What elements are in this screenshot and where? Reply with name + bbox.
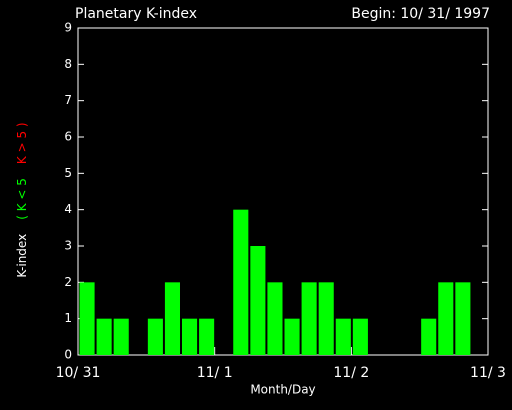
bar [301, 282, 317, 355]
bar [164, 282, 180, 355]
chart-title: Planetary K-index [75, 6, 197, 22]
y-tick-label: 2 [64, 275, 72, 289]
bar [113, 318, 129, 355]
bar [318, 282, 334, 355]
bar [199, 318, 215, 355]
y-tick-label: 1 [64, 311, 72, 325]
y-tick-label: 8 [64, 57, 72, 71]
bar [438, 282, 454, 355]
legend-low: ( K < 5 [15, 178, 29, 220]
bar [352, 318, 368, 355]
legend-high: K > 5 ) [15, 122, 29, 164]
bar [284, 318, 300, 355]
x-tick-label: 10/ 31 [56, 365, 101, 381]
y-tick-label: 0 [64, 348, 72, 362]
y-tick-label: 6 [64, 130, 72, 144]
x-tick-label: 11/ 3 [470, 365, 506, 381]
y-tick-label: 5 [64, 166, 72, 180]
x-tick-label: 11/ 2 [333, 365, 369, 381]
y-tick-label: 7 [64, 93, 72, 107]
y-tick-label: 9 [64, 21, 72, 35]
bar [455, 282, 471, 355]
bar [233, 209, 249, 355]
x-axis-label: Month/Day [250, 383, 315, 397]
bar [182, 318, 198, 355]
x-tick-label: 11/ 1 [197, 365, 233, 381]
bar [267, 282, 283, 355]
bar [335, 318, 351, 355]
y-axis-label-group: K-index ( K < 5 K > 5 ) [15, 122, 29, 277]
chart-subtitle: Begin: 10/ 31/ 1997 [351, 6, 490, 22]
y-axis-label: K-index [15, 234, 29, 278]
bar [421, 318, 437, 355]
bar [96, 318, 112, 355]
y-tick-label: 4 [64, 202, 72, 216]
bar [147, 318, 163, 355]
plot-frame [77, 27, 489, 356]
bar [79, 282, 95, 355]
y-tick-label: 3 [64, 239, 72, 253]
bar [250, 246, 266, 355]
